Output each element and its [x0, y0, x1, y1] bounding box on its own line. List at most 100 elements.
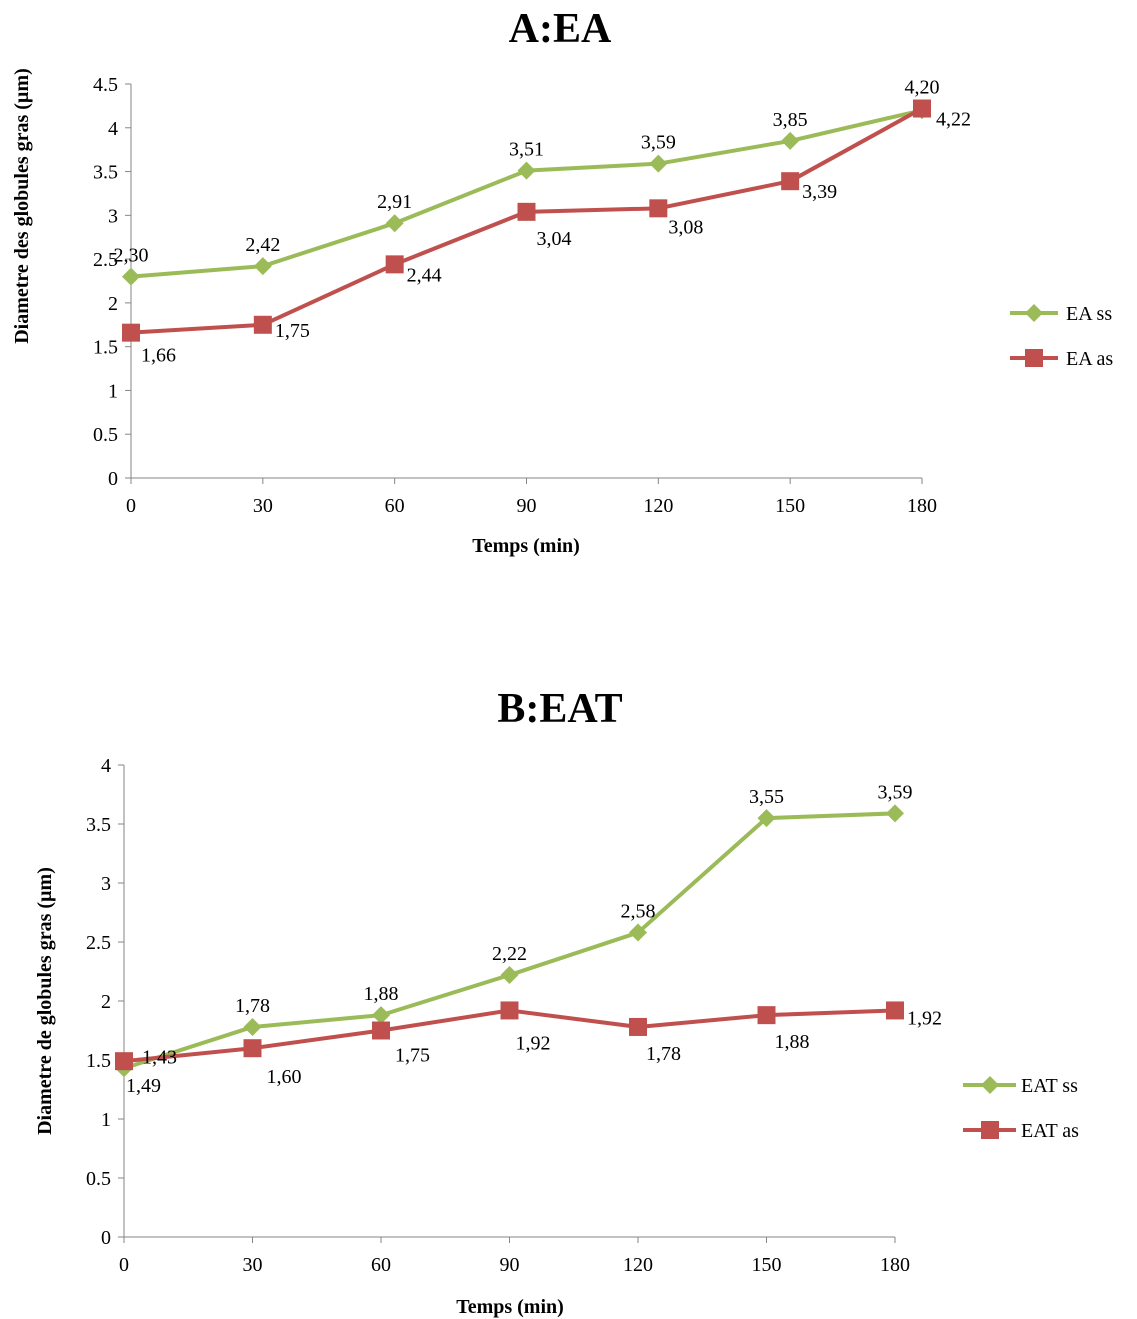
- chart-a-legend-item-ea-ss: EA ss: [1010, 303, 1112, 325]
- chart-a-y-tick-label: 0: [108, 468, 118, 490]
- data-label-ea-ss: 2,91: [377, 191, 412, 213]
- chart-a-y-tick-label: 4: [108, 118, 118, 140]
- chart-a-x-tick-label: 150: [775, 495, 805, 517]
- data-label-ea-as: 3,08: [668, 216, 703, 238]
- chart-b-y-tick-label: 2.5: [86, 932, 111, 954]
- data-label-eat-as: 1,92: [907, 1007, 942, 1029]
- legend-label-eat-as: EAT as: [1021, 1120, 1079, 1142]
- data-label-ea-ss: 3,85: [773, 109, 808, 131]
- data-label-eat-ss: 2,58: [621, 901, 656, 923]
- data-point-ea-as: [253, 315, 272, 334]
- chart-a-legend: EA ss EA as: [1010, 303, 1113, 370]
- data-label-ea-ss: 2,30: [114, 245, 149, 267]
- data-point-ea-as: [517, 202, 536, 221]
- data-point-eat-as: [372, 1021, 390, 1040]
- data-label-eat-ss: 1,78: [235, 995, 270, 1017]
- data-label-eat-as: 1,49: [126, 1075, 161, 1097]
- chart-a-x-tick-label: 90: [517, 495, 537, 517]
- chart-b-x-tick-label: 180: [880, 1254, 910, 1276]
- chart-a-legend-item-ea-as: EA as: [1010, 348, 1113, 370]
- data-label-ea-as: 4,22: [936, 109, 971, 131]
- chart-b-legend: EAT ss EAT as: [963, 1075, 1079, 1142]
- data-label-eat-as: 1,78: [646, 1043, 681, 1065]
- legend-label-ea-as: EA as: [1066, 348, 1113, 370]
- data-point-eat-ss: [757, 809, 776, 828]
- data-label-ea-as: 3,04: [537, 228, 572, 250]
- chart-a-x-tick-label: 60: [385, 495, 405, 517]
- data-label-eat-ss: 1,43: [142, 1046, 177, 1068]
- data-label-eat-ss: 3,59: [878, 781, 913, 803]
- chart-b-legend-item-eat-ss: EAT ss: [963, 1075, 1078, 1097]
- data-label-ea-ss: 4,20: [905, 76, 940, 98]
- data-label-eat-as: 1,92: [516, 1032, 551, 1054]
- data-point-eat-as: [629, 1017, 647, 1036]
- data-point-ea-as: [913, 99, 931, 118]
- data-point-ea-as: [781, 172, 800, 191]
- data-point-eat-ss: [629, 923, 647, 942]
- data-point-eat-as: [500, 1001, 519, 1020]
- data-point-ea-ss: [517, 161, 536, 180]
- chart-a-x-tick-label: 30: [253, 495, 273, 517]
- chart-a-ea: A:EA Diametre des globules gras (µm) Tem…: [11, 6, 1113, 557]
- data-label-eat-as: 1,60: [267, 1066, 302, 1088]
- chart-a-y-tick-label: 3.5: [93, 162, 118, 184]
- data-point-eat-as: [757, 1006, 776, 1025]
- chart-b-y-axis-title: Diametre de globules gras (µm): [34, 867, 56, 1135]
- data-label-ea-ss: 3,51: [509, 139, 544, 161]
- chart-b-title: B:EAT: [497, 686, 622, 732]
- data-label-ea-as: 3,39: [802, 181, 837, 203]
- chart-b-y-tick-label: 2: [101, 991, 111, 1013]
- data-point-ea-as: [649, 199, 668, 218]
- chart-b-y-tick-label: 4: [101, 755, 111, 777]
- chart-a-y-tick-label: 1.5: [93, 337, 118, 359]
- chart-b-y-tick-label: 1.5: [86, 1050, 111, 1072]
- data-label-ea-as: 2,44: [407, 264, 442, 286]
- chart-b-x-tick-label: 120: [623, 1254, 653, 1276]
- data-point-eat-ss: [243, 1017, 262, 1036]
- chart-a-y-tick-label: 4.5: [93, 74, 118, 96]
- legend-marker-eat-ss: [981, 1076, 999, 1094]
- data-point-eat-ss: [500, 966, 519, 985]
- chart-a-x-tick-label: 120: [643, 495, 673, 517]
- chart-b-eat: B:EAT Diametre de globules gras (µm) Tem…: [34, 686, 1079, 1318]
- data-point-ea-ss: [781, 131, 800, 150]
- chart-a-y-tick-label: 0.5: [93, 424, 118, 446]
- data-point-ea-ss: [649, 154, 668, 173]
- chart-b-x-tick-label: 90: [500, 1254, 520, 1276]
- chart-b-x-tick-label: 0: [119, 1254, 129, 1276]
- chart-a-y-tick-label: 1: [108, 380, 118, 402]
- chart-a-y-tick-label: 2: [108, 293, 118, 315]
- data-label-eat-ss: 1,88: [364, 983, 399, 1005]
- data-point-eat-as: [886, 1001, 904, 1020]
- chart-b-x-axis-title: Temps (min): [456, 1296, 564, 1318]
- chart-b-y-tick-label: 0: [101, 1227, 111, 1249]
- data-point-ea-ss: [253, 257, 272, 276]
- data-label-eat-as: 1,88: [775, 1031, 810, 1053]
- data-label-ea-as: 1,75: [275, 320, 310, 342]
- chart-b-y-tick-label: 0.5: [86, 1168, 111, 1190]
- data-point-eat-as: [115, 1052, 133, 1071]
- chart-a-y-axis-title: Diametre des globules gras (µm): [11, 68, 33, 344]
- data-point-eat-ss: [886, 804, 904, 823]
- data-label-eat-ss: 2,22: [492, 943, 527, 965]
- legend-label-ea-ss: EA ss: [1066, 303, 1112, 325]
- data-point-ea-ss: [122, 267, 140, 286]
- chart-b-y-tick-label: 1: [101, 1109, 111, 1131]
- legend-marker-ea-as: [1025, 349, 1043, 367]
- chart-b-y-tick-label: 3.5: [86, 814, 111, 836]
- chart-a-x-tick-label: 180: [907, 495, 937, 517]
- chart-a-x-axis-title: Temps (min): [472, 535, 580, 557]
- legend-marker-ea-ss: [1025, 304, 1043, 322]
- data-label-ea-ss: 2,42: [245, 234, 280, 256]
- data-label-eat-as: 1,75: [395, 1045, 430, 1067]
- chart-b-x-tick-label: 60: [371, 1254, 391, 1276]
- chart-b-y-tick-label: 3: [101, 873, 111, 895]
- chart-a-title: A:EA: [509, 6, 612, 52]
- legend-label-eat-ss: EAT ss: [1021, 1075, 1078, 1097]
- chart-b-x-tick-label: 150: [752, 1254, 782, 1276]
- data-point-ea-as: [122, 323, 140, 342]
- chart-a-x-tick-label: 0: [126, 495, 136, 517]
- data-point-eat-ss: [372, 1006, 390, 1025]
- chart-b-x-tick-label: 30: [243, 1254, 263, 1276]
